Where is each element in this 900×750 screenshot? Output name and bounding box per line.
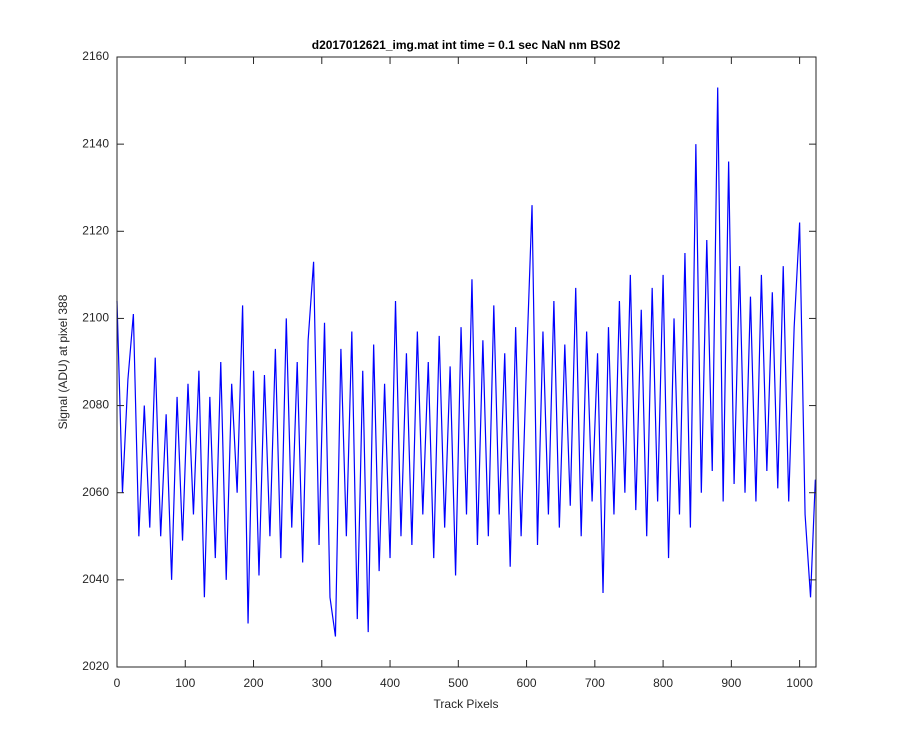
- y-tick-label: 2120: [82, 223, 109, 237]
- plot-frame: [116, 56, 817, 668]
- y-tick-label: 2100: [82, 311, 109, 325]
- x-tick-label: 1000: [786, 676, 813, 690]
- y-tick-label: 2060: [82, 485, 109, 499]
- x-tick-label: 600: [517, 676, 537, 690]
- y-tick-label: 2080: [82, 398, 109, 412]
- x-tick-label: 900: [721, 676, 741, 690]
- y-axis-label: Signal (ADU) at pixel 388: [56, 294, 70, 429]
- x-tick-label: 200: [244, 676, 264, 690]
- x-tick-label: 300: [312, 676, 332, 690]
- y-tick-label: 2160: [82, 49, 109, 63]
- y-tick-label: 2140: [82, 136, 109, 150]
- x-tick-label: 400: [380, 676, 400, 690]
- x-tick-label: 500: [448, 676, 468, 690]
- x-axis-label: Track Pixels: [434, 697, 499, 711]
- x-tick-label: 800: [653, 676, 673, 690]
- y-tick-label: 2040: [82, 572, 109, 586]
- data-line: [116, 87, 816, 637]
- y-tick-label: 2020: [82, 659, 109, 673]
- x-tick-label: 700: [585, 676, 605, 690]
- x-tick-label: 0: [114, 676, 121, 690]
- x-tick-label: 100: [175, 676, 195, 690]
- chart-title: d2017012621_img.mat int time = 0.1 sec N…: [312, 38, 621, 52]
